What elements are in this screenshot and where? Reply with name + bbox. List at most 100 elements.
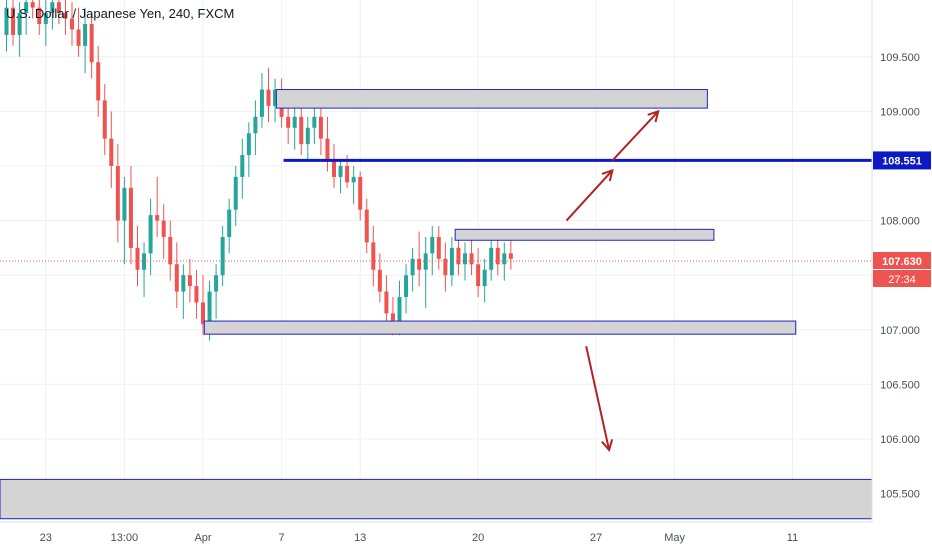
candle — [371, 226, 376, 287]
candle-body — [43, 13, 48, 25]
candle — [358, 171, 363, 221]
candle-body — [489, 247, 494, 270]
price-tick-label: 105.500 — [880, 489, 920, 501]
candle — [4, 0, 9, 52]
candle-body — [495, 247, 500, 265]
candle-body — [220, 236, 225, 276]
candle-body — [305, 127, 310, 145]
level-price-badge — [873, 151, 931, 170]
candle — [109, 111, 114, 188]
price-tick-label: 109.500 — [880, 52, 920, 64]
candle-body — [371, 242, 376, 270]
candle-body — [227, 209, 232, 237]
candle-body — [476, 264, 481, 287]
candle — [305, 116, 310, 161]
candle — [142, 242, 147, 298]
upper-supply-zone — [275, 89, 708, 109]
candle-body — [456, 247, 461, 265]
symbol-title: U.S. Dollar / Japanese Yen, 240, FXCM — [6, 6, 235, 21]
candle-body — [174, 264, 179, 292]
time-tick-label: Apr — [194, 532, 211, 544]
time-tick-label: 11 — [787, 532, 798, 544]
candle — [24, 0, 29, 35]
candle-body — [128, 187, 133, 248]
candle — [476, 247, 481, 298]
arrow-to-level — [565, 168, 614, 222]
candle — [214, 264, 219, 319]
price-tick-label: 108.000 — [880, 216, 920, 228]
candle — [220, 226, 225, 287]
candle-body — [115, 165, 120, 221]
candle — [489, 236, 494, 281]
candle-body — [194, 286, 199, 303]
candle-body — [312, 116, 317, 128]
candle — [443, 242, 448, 292]
candle-body — [17, 13, 22, 35]
candle — [377, 253, 382, 303]
candle-body — [299, 116, 304, 145]
candle — [508, 236, 513, 270]
candle — [115, 144, 120, 243]
candle — [423, 236, 428, 308]
candle-body — [89, 24, 94, 63]
candle — [50, 0, 55, 30]
candle-body — [443, 258, 448, 276]
candle — [37, 0, 42, 35]
candle-body — [410, 258, 415, 276]
arrow-shaft — [565, 169, 614, 222]
candle-body — [332, 160, 336, 177]
candle — [76, 7, 81, 57]
candle — [83, 7, 88, 74]
candle — [253, 100, 258, 156]
arrow-shaft — [585, 345, 611, 451]
candle — [404, 264, 409, 314]
time-tick-label: 20 — [472, 532, 484, 544]
candle — [246, 122, 251, 177]
candle — [502, 242, 507, 281]
candle — [148, 198, 153, 276]
price-tick-label: 106.500 — [880, 379, 920, 391]
candle — [135, 226, 140, 287]
candle-body — [404, 275, 409, 298]
candle — [495, 236, 500, 276]
candle-body — [508, 253, 513, 259]
candle-body — [325, 138, 330, 161]
level-price-label: 108.551 — [882, 155, 922, 167]
candle — [174, 242, 179, 308]
candle-body — [338, 165, 343, 177]
candle — [128, 165, 133, 265]
candle — [181, 264, 186, 319]
candle-body — [201, 302, 205, 325]
candle — [43, 0, 48, 46]
arrow-head — [647, 109, 660, 123]
candle — [364, 198, 369, 254]
arrow-head — [601, 168, 614, 182]
candle — [227, 198, 232, 254]
last-price-badge — [873, 252, 931, 269]
candle-body — [318, 116, 323, 139]
candle-body — [377, 269, 382, 292]
candle-body — [122, 187, 127, 221]
candle-body — [253, 116, 258, 134]
lower-demand-zone — [0, 478, 873, 520]
candle — [155, 176, 160, 237]
candle — [102, 84, 107, 156]
candle-body — [187, 275, 192, 287]
arrow-down — [585, 345, 614, 452]
candle-body — [4, 7, 9, 35]
time-tick-label: May — [664, 532, 685, 544]
candle-body — [364, 209, 369, 243]
candle-body — [246, 133, 251, 156]
candle-layer — [4, 0, 513, 341]
time-tick-label: 23 — [40, 532, 52, 544]
candle — [312, 105, 317, 145]
candle — [299, 105, 304, 156]
candle — [325, 116, 330, 172]
candle — [89, 13, 94, 79]
price-tick-label: 106.000 — [880, 434, 920, 446]
candle-body — [266, 89, 271, 106]
candle-body — [463, 253, 467, 265]
